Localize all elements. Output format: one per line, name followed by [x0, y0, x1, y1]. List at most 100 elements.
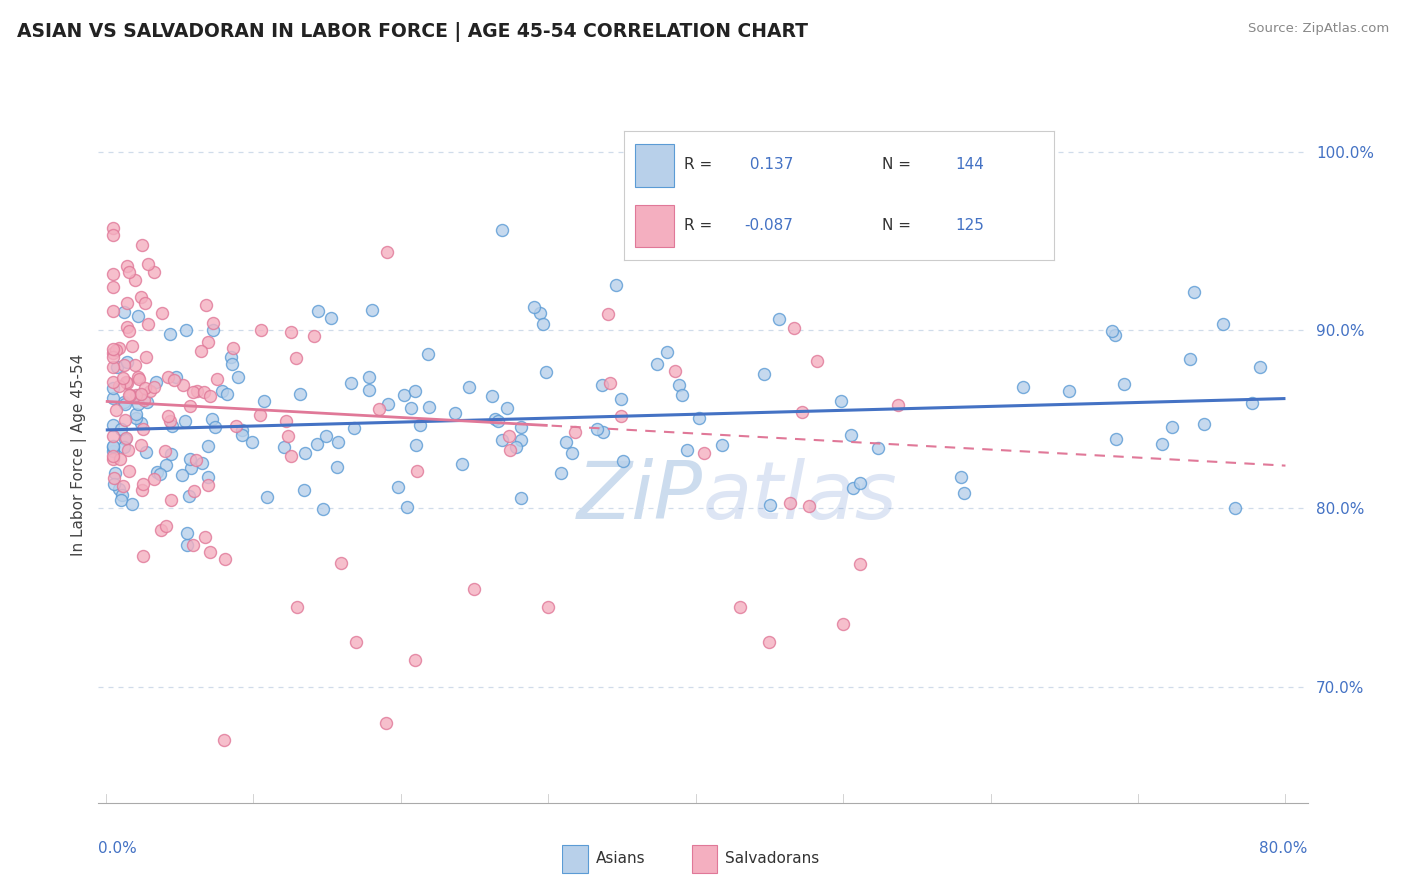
Point — [675, 442, 697, 457]
Text: R =: R = — [685, 157, 713, 172]
Point — [231, 427, 253, 442]
Point — [160, 419, 183, 434]
Point — [531, 317, 554, 331]
Point — [155, 518, 177, 533]
Point — [118, 324, 141, 338]
Point — [226, 369, 249, 384]
Point — [132, 393, 155, 408]
Point — [197, 478, 219, 492]
Point — [101, 439, 124, 453]
Point — [250, 323, 273, 337]
Point — [204, 420, 226, 434]
FancyBboxPatch shape — [692, 845, 717, 872]
FancyBboxPatch shape — [636, 205, 673, 247]
Point — [101, 221, 124, 235]
FancyBboxPatch shape — [562, 845, 588, 872]
Point — [463, 582, 485, 596]
Point — [418, 400, 440, 414]
Point — [211, 384, 233, 398]
Point — [1212, 317, 1234, 331]
Point — [121, 497, 143, 511]
Point — [136, 317, 159, 331]
Point — [128, 388, 150, 402]
Point — [346, 635, 368, 649]
Point — [101, 360, 124, 375]
Point — [134, 296, 156, 310]
Point — [610, 409, 633, 423]
Point — [117, 464, 139, 478]
Point — [112, 440, 135, 454]
Point — [159, 447, 181, 461]
Point — [184, 453, 207, 467]
Point — [118, 388, 141, 402]
Point — [125, 407, 148, 421]
Point — [1152, 437, 1174, 451]
Text: R =: R = — [685, 219, 713, 234]
Point — [193, 384, 215, 399]
Point — [1250, 360, 1272, 375]
Point — [129, 290, 152, 304]
Point — [280, 449, 302, 463]
Point — [142, 472, 165, 486]
Point — [509, 491, 531, 505]
Point — [249, 408, 271, 422]
Point — [404, 384, 426, 398]
Text: Salvadorans: Salvadorans — [725, 851, 820, 866]
Point — [115, 376, 138, 390]
Point — [131, 483, 153, 497]
Point — [1104, 328, 1126, 343]
Point — [131, 237, 153, 252]
Point — [340, 376, 363, 391]
Point — [591, 377, 613, 392]
Point — [112, 305, 135, 319]
Point — [135, 444, 157, 458]
Point — [797, 499, 820, 513]
Point — [108, 378, 131, 392]
Point — [180, 460, 202, 475]
Point — [159, 414, 181, 428]
Point — [326, 435, 349, 450]
Point — [124, 358, 146, 372]
Point — [671, 388, 693, 402]
Point — [534, 365, 557, 379]
Point — [139, 384, 162, 398]
Point — [280, 325, 302, 339]
Point — [159, 327, 181, 342]
Point — [191, 456, 214, 470]
Point — [841, 481, 863, 495]
Point — [205, 372, 228, 386]
Point — [688, 411, 710, 425]
Point — [486, 414, 509, 428]
Point — [172, 378, 194, 392]
Point — [156, 409, 179, 423]
Text: N =: N = — [882, 157, 911, 172]
Point — [1241, 396, 1264, 410]
Point — [115, 431, 138, 445]
Point — [114, 432, 136, 446]
Text: -0.087: -0.087 — [745, 219, 793, 234]
Point — [101, 392, 124, 406]
Text: 80.0%: 80.0% — [1260, 841, 1308, 856]
Point — [505, 440, 527, 454]
Point — [1180, 352, 1202, 367]
Point — [510, 433, 533, 447]
Point — [101, 280, 124, 294]
Point — [1057, 384, 1080, 398]
Point — [135, 351, 157, 365]
Point — [114, 397, 136, 411]
Point — [307, 437, 329, 451]
Point — [768, 312, 790, 326]
Point — [668, 378, 690, 392]
Point — [564, 425, 586, 439]
Point — [481, 389, 503, 403]
Point — [952, 485, 974, 500]
Point — [399, 401, 422, 416]
Point — [121, 339, 143, 353]
Point — [387, 480, 409, 494]
Point — [830, 394, 852, 409]
Point — [174, 414, 197, 428]
Point — [112, 395, 135, 409]
Point — [484, 412, 506, 426]
Text: N =: N = — [882, 219, 911, 234]
Point — [596, 307, 619, 321]
